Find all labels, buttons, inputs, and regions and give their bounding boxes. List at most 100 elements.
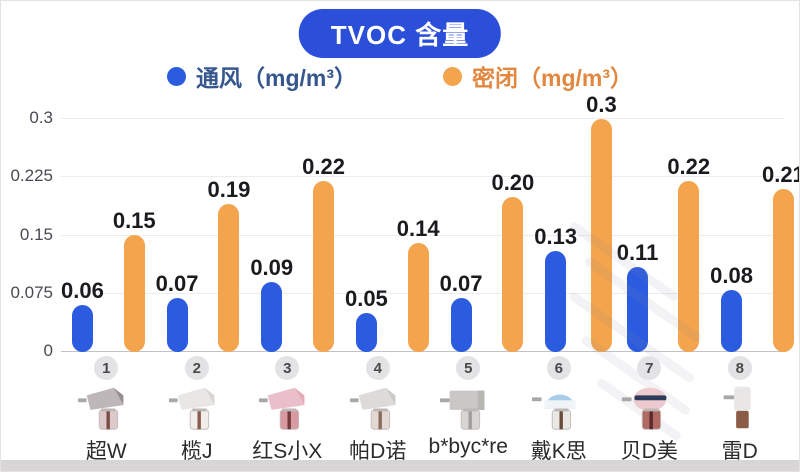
sealed-bar-column: 0.3 [586, 94, 617, 352]
bar-group-3: 0.09 0.22 [250, 119, 345, 352]
bar-value-label: 0.13 [534, 224, 578, 249]
sealed-bar [218, 204, 240, 352]
product-number-badge: 7 [637, 356, 662, 380]
bar-group-2: 0.07 0.19 [156, 119, 250, 352]
product-column-6: 6 戴K思 [514, 356, 605, 465]
product-name-label: 超W [85, 440, 127, 463]
bar-value-label: 0.21 [761, 162, 799, 187]
product-number-badge: 4 [365, 356, 390, 380]
sealed-bar [772, 189, 794, 352]
plot-groups: 0.06 0.15 0.07 0.19 0.09 0.22 0.05 0.14 0.07 0.20… [61, 94, 799, 352]
y-axis-tick-label: 0.15 [19, 224, 53, 244]
legend: 通风（mg/m³） 密闭（mg/m³） [1, 59, 799, 93]
product-photo-icon [530, 383, 588, 433]
product-column-1: 1 超W [61, 356, 152, 465]
y-axis-tick-label: 0.3 [29, 108, 53, 127]
sealed-bar-column: 0.22 [667, 156, 710, 352]
product-photo-icon [349, 383, 407, 433]
product-number-badge: 3 [275, 356, 300, 380]
sealed-bar-column: 0.20 [491, 172, 534, 352]
ventilated-bar [166, 298, 188, 352]
product-photo-icon [711, 383, 769, 433]
product-name-label: 帕D诺 [349, 440, 407, 463]
ventilated-bar [261, 282, 283, 352]
ventilated-bar-column: 0.06 [61, 280, 104, 352]
ventilated-bar [545, 251, 567, 352]
product-column-5: 5 b*byc*re [423, 356, 514, 465]
ventilated-legend-swatch-icon [167, 66, 186, 86]
y-axis-tick-label: 0.075 [10, 282, 53, 302]
bar-value-label: 0.05 [344, 286, 388, 311]
bottom-edge-strip [1, 460, 799, 471]
sealed-legend-swatch-icon [443, 66, 462, 86]
y-axis-tick-label: 0 [43, 341, 53, 360]
legend-label: 通风（mg/m³） [196, 65, 357, 91]
product-number-badge: 5 [456, 356, 481, 380]
legend-item-sealed: 密闭（mg/m³） [443, 59, 633, 93]
gridline [61, 351, 785, 352]
sealed-bar [678, 181, 700, 352]
ventilated-bar [450, 298, 472, 352]
product-name-label: b*byc*re [428, 435, 508, 458]
sealed-bar-column: 0.21 [761, 162, 799, 352]
product-column-3: 3 红S小X [242, 356, 333, 465]
product-number-badge: 2 [184, 356, 209, 380]
bar-value-label: 0.07 [439, 271, 483, 296]
bar-value-label: 0.09 [250, 255, 294, 280]
legend-item-ventilated: 通风（mg/m³） [167, 59, 357, 93]
ventilated-bar-column: 0.07 [156, 273, 198, 352]
gridline [61, 176, 785, 178]
bar-value-label: 0.3 [586, 92, 617, 117]
ventilated-bar-column: 0.11 [617, 242, 658, 352]
bar-group-4: 0.05 0.14 [345, 119, 440, 352]
bar-value-label: 0.22 [302, 154, 345, 179]
chart-title: TVOC 含量 [298, 9, 502, 58]
sealed-bar-column: 0.14 [397, 218, 440, 352]
product-photo-icon [168, 383, 226, 433]
bar-group-7: 0.11 0.22 [617, 119, 710, 352]
ventilated-bar-column: 0.05 [345, 288, 388, 352]
ventilated-bar [355, 313, 377, 352]
product-name-label: 红S小X [252, 440, 323, 463]
sealed-bar-column: 0.19 [207, 179, 250, 352]
ventilated-bar [71, 305, 93, 352]
x-axis-products: 1 超W 2 榄J 3 红S小X 4 帕D诺 5 b*byc*re 6 戴K思 7 贝D美 8 雷D [61, 356, 785, 465]
ventilated-bar-column: 0.07 [439, 271, 483, 352]
sealed-bar [123, 235, 145, 352]
sealed-bar [502, 197, 524, 352]
product-number-badge: 1 [94, 356, 119, 380]
product-name-label: 雷D [721, 440, 758, 463]
bar-value-label: 0.19 [207, 177, 251, 202]
bar-value-label: 0.20 [491, 170, 535, 195]
y-axis-tick-label: 0.225 [10, 166, 53, 186]
gridline [61, 234, 785, 236]
product-column-2: 2 榄J [152, 356, 243, 465]
sealed-bar-column: 0.22 [302, 156, 345, 352]
product-photo-icon [620, 383, 678, 433]
bar-group-1: 0.06 0.15 [61, 119, 156, 352]
gridline [61, 118, 785, 119]
product-column-8: 8 雷D [695, 356, 786, 465]
ventilated-bar-column: 0.09 [250, 257, 293, 352]
sealed-bar [313, 181, 335, 352]
product-photo-icon [439, 383, 497, 433]
bar-group-6: 0.13 0.3 [534, 94, 617, 352]
bar-group-8: 0.08 0.21 [710, 119, 799, 352]
legend-label: 密闭（mg/m³） [472, 65, 633, 91]
sealed-bar-column: 0.15 [113, 210, 156, 352]
bar-value-label: 0.22 [667, 154, 711, 179]
product-column-4: 4 帕D诺 [333, 356, 424, 465]
bar-value-label: 0.15 [112, 208, 156, 233]
sealed-bar [590, 119, 612, 352]
product-number-badge: 6 [546, 356, 571, 380]
product-column-7: 7 贝D美 [604, 356, 695, 465]
ventilated-bar-column: 0.13 [534, 226, 577, 352]
ventilated-bar [627, 267, 648, 352]
product-photo-icon [77, 383, 135, 433]
bar-group-5: 0.07 0.20 [439, 119, 534, 352]
ventilated-bar-column: 0.08 [710, 265, 753, 352]
product-number-badge: 8 [727, 356, 752, 380]
product-name-label: 戴K思 [530, 440, 587, 463]
ventilated-bar [721, 290, 743, 352]
